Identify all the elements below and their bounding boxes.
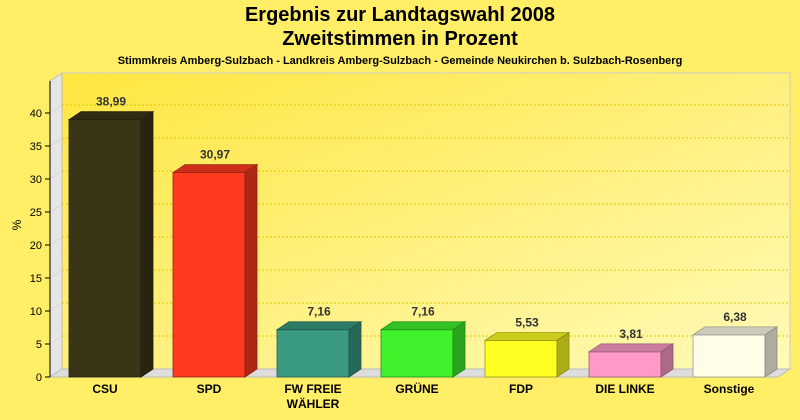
gridline-side [49,203,63,213]
bar-top [67,111,155,121]
y-axis-label: % [10,219,24,230]
y-tick-label: 15 [30,273,42,285]
y-tick-label: 5 [36,339,42,351]
bar-side [452,320,466,378]
category-label: CSU [92,382,117,396]
category-label: Sonstige [704,382,755,396]
bar-top [587,343,675,353]
bar-front [588,351,662,378]
y-tick-label: 30 [30,174,42,186]
category-label: FW FREIE [284,382,341,396]
bar [379,320,467,378]
category-label: SPD [197,382,222,396]
bar [691,326,779,378]
category-label: DIE LINKE [595,382,654,396]
gridline-side [49,104,63,114]
gridline-side [49,269,63,279]
bar-front [276,329,350,378]
gridline-side [49,236,63,246]
y-tick-label: 25 [30,207,42,219]
bar-value-label: 30,97 [200,148,230,162]
category-label: GRÜNE [395,381,438,396]
chart-title-line1: Ergebnis zur Landtagswahl 2008 [244,4,556,26]
y-tick-label: 20 [30,240,42,252]
bar-top [483,332,571,341]
bar-side [348,320,362,378]
chart-title-line2: Zweitstimmen in Prozent [282,28,518,50]
bar-side [556,331,570,378]
bar-front [692,334,766,378]
bar-top [275,321,363,331]
category-label: WÄHLER [287,396,340,411]
gridline-side [49,170,63,180]
bar [275,320,363,378]
bar-value-label: 7,16 [411,305,435,319]
bar-side [764,326,778,378]
y-tick-label: 0 [36,372,42,384]
bar-value-label: 38,99 [96,95,126,109]
bar-top [691,326,779,336]
gridline-side [49,137,63,147]
bar-top [171,164,259,173]
bar-value-label: 5,53 [515,316,539,330]
bar-front [68,119,142,378]
bar-value-label: 7,16 [307,305,331,319]
bar [67,110,155,378]
bar-top [379,321,467,331]
bar-front [484,340,558,378]
bar-side [660,343,674,378]
bar-front [380,329,454,378]
bar-side [140,110,154,378]
y-tick-label: 10 [30,306,42,318]
bar [587,343,675,378]
bar [483,331,571,378]
bar-side [244,163,258,378]
bar [171,163,259,378]
gridline-side [49,302,63,312]
bar-value-label: 3,81 [619,327,643,341]
chart-subtitle: Stimmkreis Amberg-Sulzbach - Landkreis A… [117,55,683,67]
plot-side-wall [49,72,63,378]
bar-value-label: 6,38 [723,310,747,324]
category-label: FDP [509,382,533,396]
gridline-side [49,335,63,345]
y-tick-label: 35 [30,141,42,153]
y-tick-label: 40 [30,108,42,120]
bar-front [172,172,246,378]
